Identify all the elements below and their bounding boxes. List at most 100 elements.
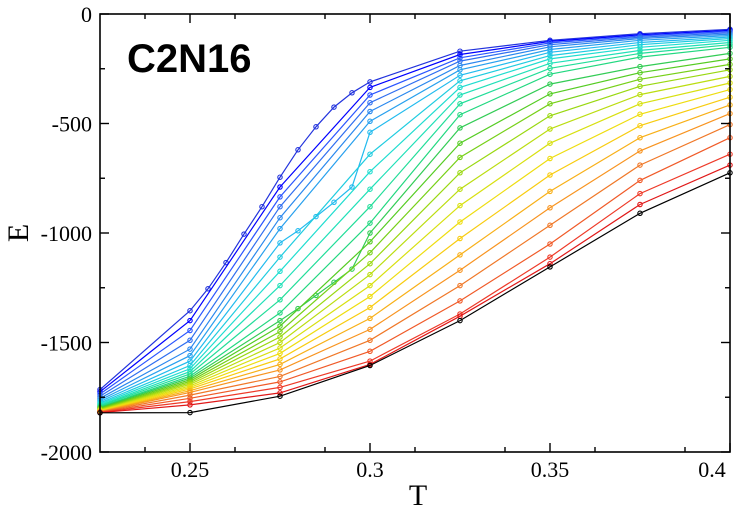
series-line (99, 39, 731, 405)
series-s27 (97, 170, 733, 416)
data-point (637, 69, 643, 76)
data-point (187, 307, 193, 314)
data-point (547, 205, 553, 211)
data-point (637, 44, 643, 51)
series-line (99, 32, 731, 397)
data-point (637, 201, 643, 208)
series-s20 (97, 94, 733, 415)
data-point (637, 101, 643, 107)
data-point (277, 240, 283, 246)
data-point (349, 90, 355, 96)
tick-label-layer: 0.25 0.3 0.35 0.4 -2000 -1500 -1000 -500 0 (41, 2, 726, 482)
data-point (457, 267, 463, 273)
data-point (367, 326, 373, 333)
data-point (547, 260, 553, 267)
data-point (367, 129, 373, 136)
data-point (295, 228, 301, 234)
data-point (637, 111, 643, 118)
data-point (637, 47, 643, 54)
chart-title: C2N16 (127, 37, 252, 81)
data-point (457, 78, 463, 84)
data-point (259, 203, 265, 210)
data-point (457, 140, 463, 146)
data-point (277, 345, 283, 351)
data-point (547, 65, 553, 72)
tick-layer (100, 13, 731, 453)
series-line (99, 75, 731, 411)
data-point (457, 92, 463, 98)
data-point (457, 154, 463, 161)
data-point (637, 122, 643, 129)
series-s2 (97, 27, 733, 395)
series-s3 (97, 28, 733, 397)
data-point (367, 315, 373, 322)
data-point (313, 124, 319, 130)
x-axis-label: T (409, 479, 427, 510)
data-point (367, 108, 373, 115)
data-point (457, 101, 463, 107)
y-tick-label: -1000 (41, 221, 92, 246)
data-point (277, 323, 283, 329)
data-point (637, 76, 643, 83)
data-point (367, 362, 373, 369)
data-point (367, 92, 373, 98)
data-point (457, 282, 463, 289)
data-point (457, 298, 463, 304)
series-s8 (97, 35, 733, 406)
data-point (547, 172, 553, 178)
data-point (457, 125, 463, 131)
data-point (547, 49, 553, 56)
series-s16 (97, 67, 733, 413)
data-point (277, 328, 283, 335)
y-tick-label: -1500 (41, 331, 92, 356)
series-line (99, 46, 731, 408)
data-point (187, 346, 193, 352)
series-line (99, 172, 731, 414)
data-point (205, 286, 211, 292)
data-point (187, 402, 193, 408)
series-s12 (97, 44, 733, 410)
x-tick-label: 0.3 (356, 457, 384, 482)
data-point (187, 392, 193, 398)
data-point (223, 259, 229, 266)
series-line (99, 164, 731, 414)
series-s26 (97, 162, 733, 416)
data-point (277, 268, 283, 275)
data-point (547, 126, 553, 132)
data-point (367, 118, 373, 125)
data-point (277, 174, 283, 180)
data-point (277, 317, 283, 324)
series-line (99, 69, 731, 411)
data-point (367, 99, 373, 106)
data-point (457, 219, 463, 225)
data-point (637, 54, 643, 60)
data-point (457, 170, 463, 176)
series-layer (97, 26, 733, 416)
data-point (457, 72, 463, 79)
data-point (367, 203, 373, 210)
data-point (331, 104, 337, 110)
series-line (99, 58, 731, 409)
series-line (99, 33, 731, 399)
y-tick-label: -2000 (41, 440, 92, 465)
data-point (277, 297, 283, 303)
data-point (277, 282, 283, 289)
data-point (313, 213, 319, 220)
data-point (367, 337, 373, 344)
series-line (99, 104, 731, 413)
data-point (295, 147, 301, 153)
data-point (367, 260, 373, 267)
data-point (187, 398, 193, 405)
data-point (367, 168, 373, 175)
series-s21 (97, 102, 733, 415)
data-point (187, 409, 193, 416)
series-s19 (97, 86, 733, 414)
data-point (367, 230, 373, 236)
y-tick-label: -500 (52, 112, 92, 137)
data-point (547, 222, 553, 229)
data-point (367, 249, 373, 256)
data-point (637, 190, 643, 197)
data-point (277, 194, 283, 200)
data-point (637, 162, 643, 168)
